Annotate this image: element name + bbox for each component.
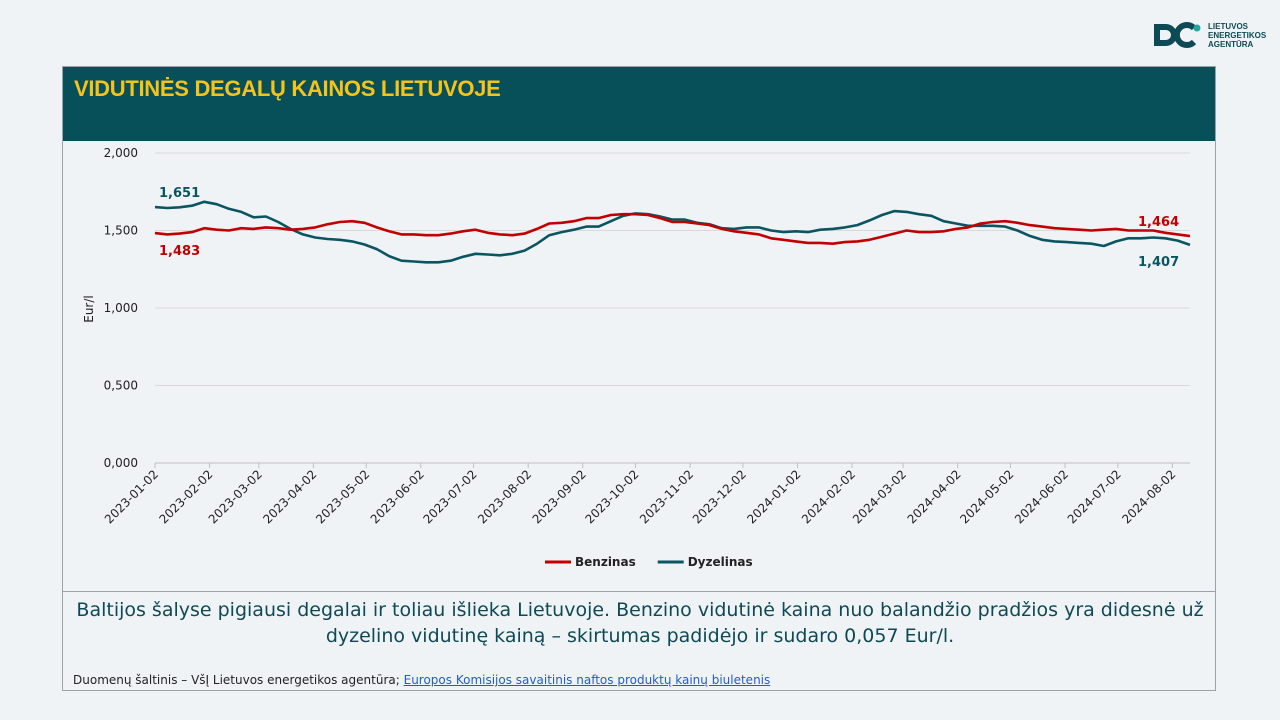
x-axis: 2023-01-022023-02-022023-03-022023-04-02… [102, 462, 1190, 526]
legend-label-benzinas: Benzinas [575, 555, 636, 569]
title-banner: VIDUTINĖS DEGALŲ KAINOS LIETUVOJE [63, 67, 1215, 141]
chart-data-labels: 1,483 1,464 1,651 1,407 [159, 186, 1179, 270]
series-line-dyzelinas [154, 200, 1191, 264]
legend-label-dyzelinas: Dyzelinas [688, 555, 753, 569]
x-tick-label: 2024-04-02 [905, 467, 964, 526]
x-tick-label: 2024-02-02 [799, 467, 858, 526]
y-tick-label: 0,500 [104, 379, 138, 393]
x-tick-label: 2024-05-02 [957, 467, 1016, 526]
y-tick-label: 1,000 [104, 301, 138, 315]
x-tick-label: 2024-08-02 [1119, 467, 1178, 526]
agency-logo: LIETUVOS ENERGETIKOS AGENTŪRA [1150, 16, 1272, 54]
x-tick-label: 2024-03-02 [850, 467, 909, 526]
x-tick-label: 2023-08-02 [475, 467, 534, 526]
y-tick-label: 0,000 [104, 456, 138, 470]
divider [63, 591, 1215, 592]
x-tick-label: 2023-10-02 [582, 467, 641, 526]
y-tick-label: 1,500 [104, 224, 138, 238]
source-link[interactable]: Europos Komisijos savaitinis naftos prod… [403, 673, 771, 687]
y-tick-label: 2,000 [104, 146, 138, 160]
x-tick-label: 2024-06-02 [1012, 467, 1071, 526]
x-tick-label: 2024-07-02 [1065, 467, 1124, 526]
x-tick-label: 2023-12-02 [690, 467, 749, 526]
series-line-benzinas [154, 212, 1191, 245]
data-label-start: 1,483 [159, 244, 200, 259]
data-label-start: 1,651 [159, 186, 200, 201]
x-tick-label: 2024-01-02 [744, 467, 803, 526]
slide-frame: VIDUTINĖS DEGALŲ KAINOS LIETUVOJE 0,000 0… [62, 66, 1216, 691]
x-tick-label: 2023-06-02 [368, 467, 427, 526]
chart-legend: Benzinas Dyzelinas [545, 555, 753, 569]
chart-series [154, 200, 1191, 264]
data-label-end: 1,464 [1138, 215, 1179, 230]
x-tick-label: 2023-05-02 [313, 467, 372, 526]
data-label-end: 1,407 [1138, 255, 1179, 270]
source-prefix: Duomenų šaltinis – VšĮ Lietuvos energeti… [73, 673, 404, 687]
x-tick-label: 2023-01-02 [102, 467, 161, 526]
source-note: Duomenų šaltinis – VšĮ Lietuvos energeti… [73, 673, 770, 687]
x-tick-label: 2023-09-02 [530, 467, 589, 526]
y-axis-label: Eur/l [82, 295, 96, 323]
agency-logo-icon [1154, 22, 1201, 48]
page-title: VIDUTINĖS DEGALŲ KAINOS LIETUVOJE [74, 76, 501, 101]
y-axis-ticks: 0,000 0,500 1,000 1,500 2,000 [104, 146, 138, 470]
x-tick-label: 2023-04-02 [260, 467, 319, 526]
x-tick-label: 2023-11-02 [637, 467, 696, 526]
summary-text: Baltijos šalyse pigiausi degalai ir toli… [76, 599, 1204, 647]
agency-logo-text: LIETUVOS ENERGETIKOS AGENTŪRA [1208, 21, 1267, 49]
chart-grid [155, 152, 1190, 386]
x-tick-label: 2023-07-02 [420, 467, 479, 526]
